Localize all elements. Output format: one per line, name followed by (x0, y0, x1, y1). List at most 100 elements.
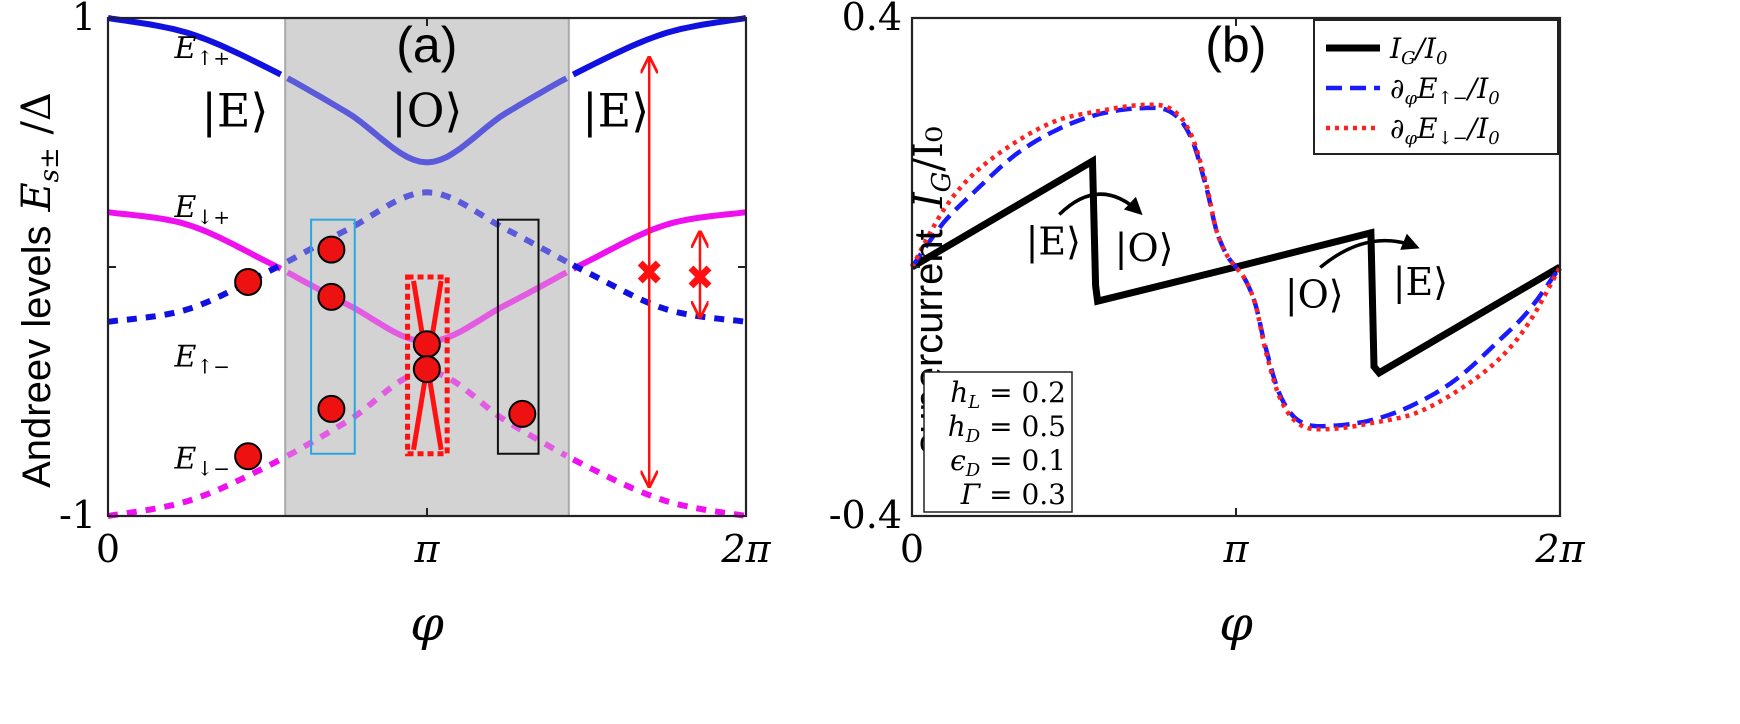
parameter-3: Γ = 0.3 (960, 478, 1066, 511)
supercurrent-curves (910, 102, 1562, 432)
series-line-0-right (571, 15, 747, 78)
annotation-to-0: |O⟩ (1115, 226, 1174, 270)
series-line-3-mid (286, 368, 568, 459)
y-tick-label-1: -1 (59, 493, 96, 537)
occupied-state-3 (317, 394, 346, 423)
tick-marks-b (911, 18, 1561, 516)
panel-b-text: 0 π 2π 0.4 -0.4 (829, 0, 1586, 571)
region-label-2: |E⟩ (582, 84, 649, 138)
legend-box (1313, 19, 1559, 155)
occupied-state-2 (317, 282, 346, 311)
legend-label-part: E (1416, 112, 1437, 145)
occupied-state-markers (234, 235, 537, 471)
y-axis-label-b-sub: G (927, 172, 957, 193)
parameter-symbol: h (950, 376, 968, 409)
legend-label-sub: 0 (1488, 128, 1499, 149)
parameter-sub: D (965, 460, 981, 481)
annotation-from-1: |O⟩ (1285, 272, 1344, 316)
legend: IG/I0∂φE↑−/I0∂φE↓−/I0 (1313, 19, 1559, 155)
occupied-state-5 (412, 330, 441, 359)
y-axis-label-b: supercurrent IG/I₀ (906, 126, 957, 454)
occupied-state-4 (234, 442, 263, 471)
x-axis-label-a: φ (410, 596, 444, 652)
series-line-1-right (571, 209, 747, 272)
andreev-level-curves (107, 15, 747, 519)
x-tick-label-0: 0 (96, 527, 120, 571)
legend-label-part: /I (1412, 32, 1436, 65)
legend-label-part: ∂ (1390, 72, 1404, 105)
annotation-to-1: |E⟩ (1393, 260, 1448, 304)
transition-cross-1 (688, 265, 712, 289)
annotation-arrow-0 (1058, 192, 1143, 216)
supercurrent-series-2 (910, 102, 1562, 432)
y-tick-label-b-0: 0.4 (842, 0, 902, 39)
occupied-state-0 (234, 267, 263, 296)
series-label-2: E↑− (174, 340, 230, 379)
series-label-symbol-1: E (174, 190, 197, 225)
parameter-0: hL = 0.2 (950, 376, 1066, 413)
panel-b-label: (b) (1205, 17, 1266, 73)
tick-marks-a (107, 18, 747, 516)
y-tick-label-b-1: -0.4 (829, 493, 902, 537)
annotation-arrow-1 (1319, 233, 1420, 269)
x-axis-label-b: φ (1219, 596, 1253, 652)
annotation-from-0: |E⟩ (1026, 220, 1081, 264)
legend-label-part: I (1389, 32, 1402, 65)
y-axis-label-a-suffix: /Δ (14, 92, 60, 147)
series-label-symbol-3: E (174, 442, 197, 477)
parameter-symbol: Γ (960, 478, 982, 511)
x-tick-label-1: π (414, 527, 441, 571)
parameter-box: hL = 0.2hD = 0.5ϵD = 0.1Γ = 0.3 (923, 371, 1073, 513)
legend-label-part: ∂ (1390, 112, 1404, 145)
series-label-sub-3: ↓− (196, 457, 230, 481)
occupied-state-6 (412, 355, 441, 384)
legend-label-2: ∂φE↓−/I0 (1390, 112, 1500, 149)
y-axis-label-a-text: Andreev levels (15, 226, 59, 488)
occupied-state-7 (508, 399, 537, 428)
transition-annotations: |E⟩ |O⟩ |O⟩ |E⟩ (1026, 192, 1448, 316)
legend-label-sub: 0 (1436, 48, 1447, 69)
parameter-symbol: h (948, 410, 966, 443)
series-label-symbol-0: E (174, 31, 197, 66)
series-label-0: E↑+ (174, 31, 230, 70)
series-line-3-left (107, 456, 283, 519)
series-line-1-left (107, 209, 283, 272)
y-axis-label-a-symbol: E (14, 182, 60, 212)
y-axis-label-b-suffix: /I₀ (906, 126, 952, 171)
parameter-value: = 0.3 (980, 478, 1066, 511)
region-label-1: |O⟩ (391, 84, 462, 138)
x-tick-label-b-2: 2π (1534, 527, 1585, 571)
state-box-1 (405, 274, 450, 457)
parameter-value: = 0.2 (980, 376, 1066, 409)
parameter-1: hD = 0.5 (948, 410, 1066, 447)
parameter-symbol: ϵ (950, 444, 966, 477)
supercurrent-series-1 (910, 105, 1562, 429)
parameter-value: = 0.5 (980, 410, 1066, 443)
parameter-value: = 0.1 (980, 444, 1066, 477)
x-tick-label-b-0: 0 (900, 527, 924, 571)
series-line-2-mid (286, 189, 568, 265)
legend-label-0: IG/I0 (1389, 32, 1447, 69)
y-tick-label-0: 1 (72, 0, 96, 39)
parameter-2: ϵD = 0.1 (950, 444, 1066, 481)
panel-a-text: E↑+E↓+E↑−E↓−|E⟩ |O⟩ |E⟩0 π 2π1-1 (59, 0, 772, 571)
series-label-1: E↓+ (174, 190, 230, 229)
transition-arrows (637, 58, 712, 486)
series-label-sub-2: ↑− (196, 355, 230, 379)
parameter-box-frame (923, 371, 1073, 513)
panel-b: |E⟩ |O⟩ |O⟩ |E⟩ 0 π 2π 0.4 -0.4 (b) supercurren… (829, 0, 1586, 652)
legend-label-sub: G (1401, 48, 1415, 69)
occupied-state-1 (317, 235, 346, 264)
parameter-sub: D (965, 426, 981, 447)
series-label-sub-0: ↑+ (196, 46, 230, 70)
legend-label-sub: φ (1404, 88, 1417, 109)
region-label-0: |E⟩ (201, 84, 268, 138)
series-label-3: E↓− (174, 442, 230, 481)
series-line-0-mid (286, 75, 568, 166)
state-box-0 (310, 218, 356, 455)
x-tick-label-2: 2π (720, 527, 771, 571)
panel-a-label: (a) (396, 17, 457, 73)
y-axis-label-a-sub: s± (35, 147, 65, 182)
series-line-2-right (571, 262, 747, 325)
